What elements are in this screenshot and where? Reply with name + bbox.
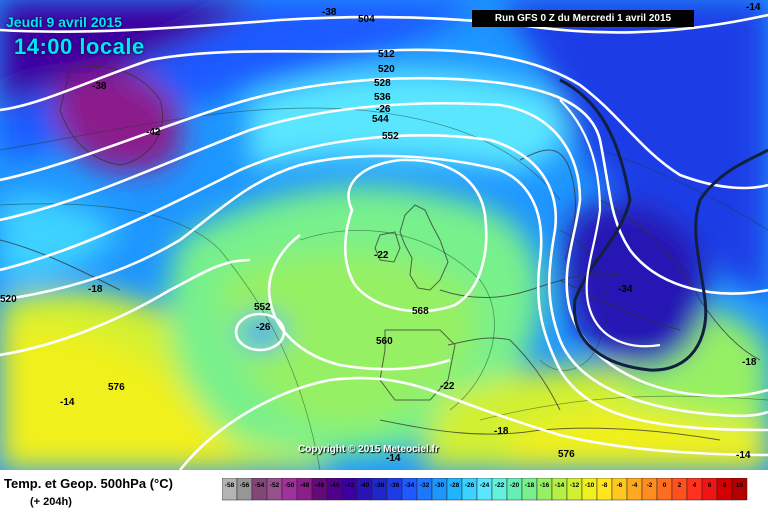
geo-label-552-west: 552: [254, 302, 271, 313]
scale-tick-label: 2: [678, 482, 682, 489]
scale-tick-label: 4: [693, 482, 697, 489]
scale-tick-label: -36: [390, 482, 400, 489]
geo-label-568: 568: [412, 306, 429, 317]
temp-label-10: -22: [440, 381, 455, 392]
geopotential-labels: 504 512 520 528 536 544 552 552 560 568 …: [0, 14, 575, 460]
geopotential-contours: [0, 13, 768, 470]
scale-tick-label: -52: [270, 482, 280, 489]
forecast-time: 14:00 locale: [14, 34, 145, 59]
scale-tick-label: 0: [663, 482, 667, 489]
scale-tick-label: -38: [375, 482, 385, 489]
geo-label-512: 512: [378, 49, 395, 60]
temp-label-14: -14: [736, 450, 751, 461]
scale-tick-label: -4: [632, 482, 638, 489]
temp-label-6: -26: [256, 322, 271, 333]
scale-tick-label: -14: [555, 482, 565, 489]
scale-tick-label: -30: [435, 482, 445, 489]
geo-label-520: 520: [378, 64, 395, 75]
scale-tick-label: -10: [585, 482, 595, 489]
temp-label-3: -42: [146, 127, 161, 138]
scale-swatch: [731, 478, 748, 501]
temp-label-1: -38: [322, 7, 337, 18]
scale-tick-label: -50: [285, 482, 295, 489]
temp-label-13: -18: [494, 426, 509, 437]
temp-label-11: -14: [60, 397, 75, 408]
temp-label-5: -22: [374, 250, 389, 261]
temp-label-8: -18: [88, 284, 103, 295]
scale-tick-label: 6: [708, 482, 712, 489]
trough-inner-contours: [559, 99, 661, 348]
geo-label-576-south: 576: [558, 449, 575, 460]
scale-tick-label: -32: [420, 482, 430, 489]
geo-label-528: 528: [374, 78, 391, 89]
scale-tick-label: -42: [345, 482, 355, 489]
scale-tick-label: -18: [525, 482, 535, 489]
scale-tick-label: 8: [723, 482, 727, 489]
legend-footer: Temp. et Geop. 500hPa (°C) (+ 204h) -58-…: [0, 470, 768, 512]
scale-tick-label: -16: [540, 482, 550, 489]
forecast-date: Jeudi 9 avril 2015: [6, 14, 122, 30]
temp-label-12: -14: [386, 453, 401, 464]
scale-tick-label: -28: [450, 482, 460, 489]
scale-tick-label: -2: [647, 482, 653, 489]
scale-tick-label: -22: [495, 482, 505, 489]
temp-label-9: -18: [742, 357, 757, 368]
color-scale: -58 -56 -54 -52 -50 -48 -46 -44 -42 -40 -38 -36 -34-…: [222, 478, 748, 501]
scale-tick-label: -24: [480, 482, 490, 489]
scale-tick-label: -48: [300, 482, 310, 489]
scale-tick-label: -54: [255, 482, 265, 489]
temp-label-2: -38: [92, 81, 107, 92]
geo-label-560: 560: [376, 336, 393, 347]
copyright-notice: Copyright © 2015 Meteociel.fr: [298, 444, 439, 455]
temp-label-7: -34: [618, 284, 633, 295]
geo-label-504: 504: [358, 14, 375, 25]
weather-map: 504 512 520 528 536 544 552 552 560 568 …: [0, 0, 768, 470]
scale-tick-label: -46: [315, 482, 325, 489]
scale-tick-label: -34: [405, 482, 415, 489]
scale-tick-label: 10: [736, 482, 744, 489]
temp-label-4: -26: [376, 104, 391, 115]
field-title: Temp. et Geop. 500hPa (°C): [4, 476, 173, 491]
scale-tick-label: -26: [465, 482, 475, 489]
geo-label-544: 544: [372, 114, 389, 125]
scale-tick-label: -44: [330, 482, 340, 489]
scale-tick-label: -56: [240, 482, 250, 489]
scale-tick-label: -12: [570, 482, 580, 489]
geo-label-536: 536: [374, 92, 391, 103]
run-info-banner: Run GFS 0 Z du Mercredi 1 avril 2015: [472, 10, 694, 27]
geo-label-576-west: 576: [108, 382, 125, 393]
geo-label-520-west: 520: [0, 294, 17, 305]
scale-tick-label: -6: [617, 482, 623, 489]
temperature-labels: -38 -38 -42 -26 -22 -26 -34 -18 -18 -22 …: [60, 2, 761, 464]
scale-tick-label: -40: [360, 482, 370, 489]
lead-time: (+ 204h): [30, 496, 72, 508]
scale-tick-label: -20: [510, 482, 520, 489]
scale-tick-label: -58: [225, 482, 235, 489]
trough-contour: [559, 78, 768, 372]
geo-label-552: 552: [382, 131, 399, 142]
temp-label-15: -14: [746, 2, 761, 13]
scale-tick-label: -8: [602, 482, 608, 489]
